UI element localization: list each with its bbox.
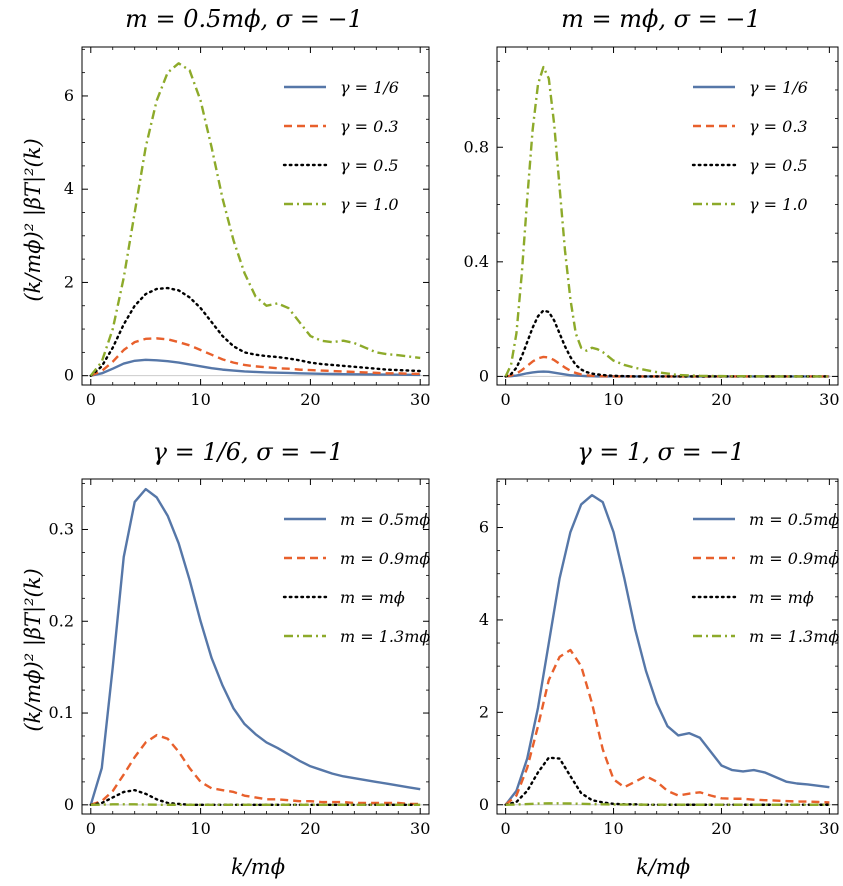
- x-tick-label: 20: [300, 819, 320, 838]
- legend-label-4: γ = 1.0: [749, 195, 808, 214]
- x-tick-label: 20: [711, 819, 731, 838]
- top-y-axis-label: (k/mϕ)² |βT|²(k): [21, 138, 46, 301]
- y-tick-label: 2: [64, 272, 74, 291]
- legend-label-1: γ = 1/6: [749, 78, 808, 97]
- x-tick-label: 0: [501, 819, 511, 838]
- legend-label-2: γ = 0.3: [340, 117, 399, 136]
- series-line-4: [504, 65, 830, 378]
- y-tick-label: 0.4: [464, 252, 489, 271]
- plot-frame: [496, 46, 839, 386]
- panel-4-title: γ = 1, σ = −1: [577, 438, 744, 466]
- series-line-2: [504, 648, 830, 806]
- y-tick-label: 0.3: [49, 519, 74, 538]
- legend-label-1: γ = 1/6: [340, 78, 399, 97]
- y-tick-label: 6: [64, 86, 74, 105]
- legend-label-4: m = 1.3mϕ: [340, 627, 430, 646]
- legend-label-3: γ = 0.5: [749, 156, 808, 175]
- bottom-y-axis-label: (k/mϕ)² |βT|²(k): [21, 568, 46, 731]
- legend-label-2: m = 0.9mϕ: [749, 549, 839, 568]
- y-tick-label: 4: [479, 610, 489, 629]
- y-tick-label: 6: [479, 518, 489, 537]
- series-line-2: [90, 733, 421, 806]
- legend-label-2: m = 0.9mϕ: [340, 549, 430, 568]
- plot-frame: [81, 46, 430, 386]
- legend-label-3: γ = 0.5: [340, 156, 399, 175]
- panel-3-title: γ = 1/6, σ = −1: [153, 438, 344, 466]
- legend-label-2: γ = 0.3: [749, 117, 808, 136]
- series-line-3: [504, 309, 831, 378]
- series-line-2: [90, 337, 421, 377]
- x-tick-label: 10: [190, 390, 210, 409]
- y-tick-label: 0: [479, 366, 489, 385]
- plot-frame: [496, 478, 839, 815]
- legend-label-1: m = 0.5mϕ: [749, 510, 839, 529]
- left-x-axis-label: k/mϕ: [231, 855, 285, 879]
- series-line-4: [90, 803, 421, 807]
- y-tick-label: 0.1: [49, 703, 74, 722]
- series-line-1: [90, 358, 421, 377]
- y-tick-label: 0.8: [464, 137, 489, 156]
- panel-2: 0 10 20 30 0 0.4 0.8 γ = 1/6 γ = 0.3 γ = 0.5 γ = 1…: [464, 46, 840, 409]
- x-tick-label: 30: [819, 819, 839, 838]
- x-tick-label: 0: [86, 819, 96, 838]
- x-tick-label: 10: [190, 819, 210, 838]
- series-line-1: [89, 487, 421, 806]
- x-tick-label: 20: [711, 390, 731, 409]
- x-tick-label: 30: [410, 390, 430, 409]
- x-tick-label: 30: [819, 390, 839, 409]
- panel-4: 0 10 20 30 0 2 4 6 m = 0.5mϕ m = 0.9mϕ m = mϕ m = 1…: [479, 478, 840, 838]
- legend-label-3: m = mϕ: [749, 588, 814, 607]
- x-tick-label: 0: [86, 390, 96, 409]
- y-tick-label: 0: [64, 795, 74, 814]
- panel-2-title: m = mϕ, σ = −1: [561, 5, 761, 33]
- panel-1-title: m = 0.5mϕ, σ = −1: [125, 5, 363, 33]
- legend-label-1: m = 0.5mϕ: [340, 510, 430, 529]
- x-tick-label: 10: [603, 819, 623, 838]
- y-tick-label: 0.2: [49, 611, 74, 630]
- series-line-3: [89, 286, 422, 377]
- series-line-1: [504, 493, 830, 806]
- legend-label-4: m = 1.3mϕ: [749, 627, 839, 646]
- legend-label-3: m = mϕ: [340, 588, 405, 607]
- x-tick-label: 30: [410, 819, 430, 838]
- y-tick-label: 0: [64, 366, 74, 385]
- panel-1: 0 10 20 30 0 2 4 6 γ = 1/6 γ = 0.3 γ = 0.5 γ = 1.0: [64, 46, 430, 409]
- y-tick-label: 0: [479, 795, 489, 814]
- plot-frame: [81, 478, 430, 815]
- x-tick-label: 0: [501, 390, 511, 409]
- legend-label-4: γ = 1.0: [340, 195, 399, 214]
- panel-3: 0 10 20 30 0 0.1 0.2 0.3 m = 0.5mϕ m = 0.9mϕ m = m…: [49, 478, 430, 838]
- series-line-3: [504, 756, 831, 806]
- y-tick-label: 2: [479, 702, 489, 721]
- x-tick-label: 20: [300, 390, 320, 409]
- right-x-axis-label: k/mϕ: [636, 855, 690, 879]
- series-line-4: [89, 62, 421, 377]
- y-tick-label: 4: [64, 179, 74, 198]
- x-tick-label: 10: [603, 390, 623, 409]
- series-line-4: [505, 802, 830, 806]
